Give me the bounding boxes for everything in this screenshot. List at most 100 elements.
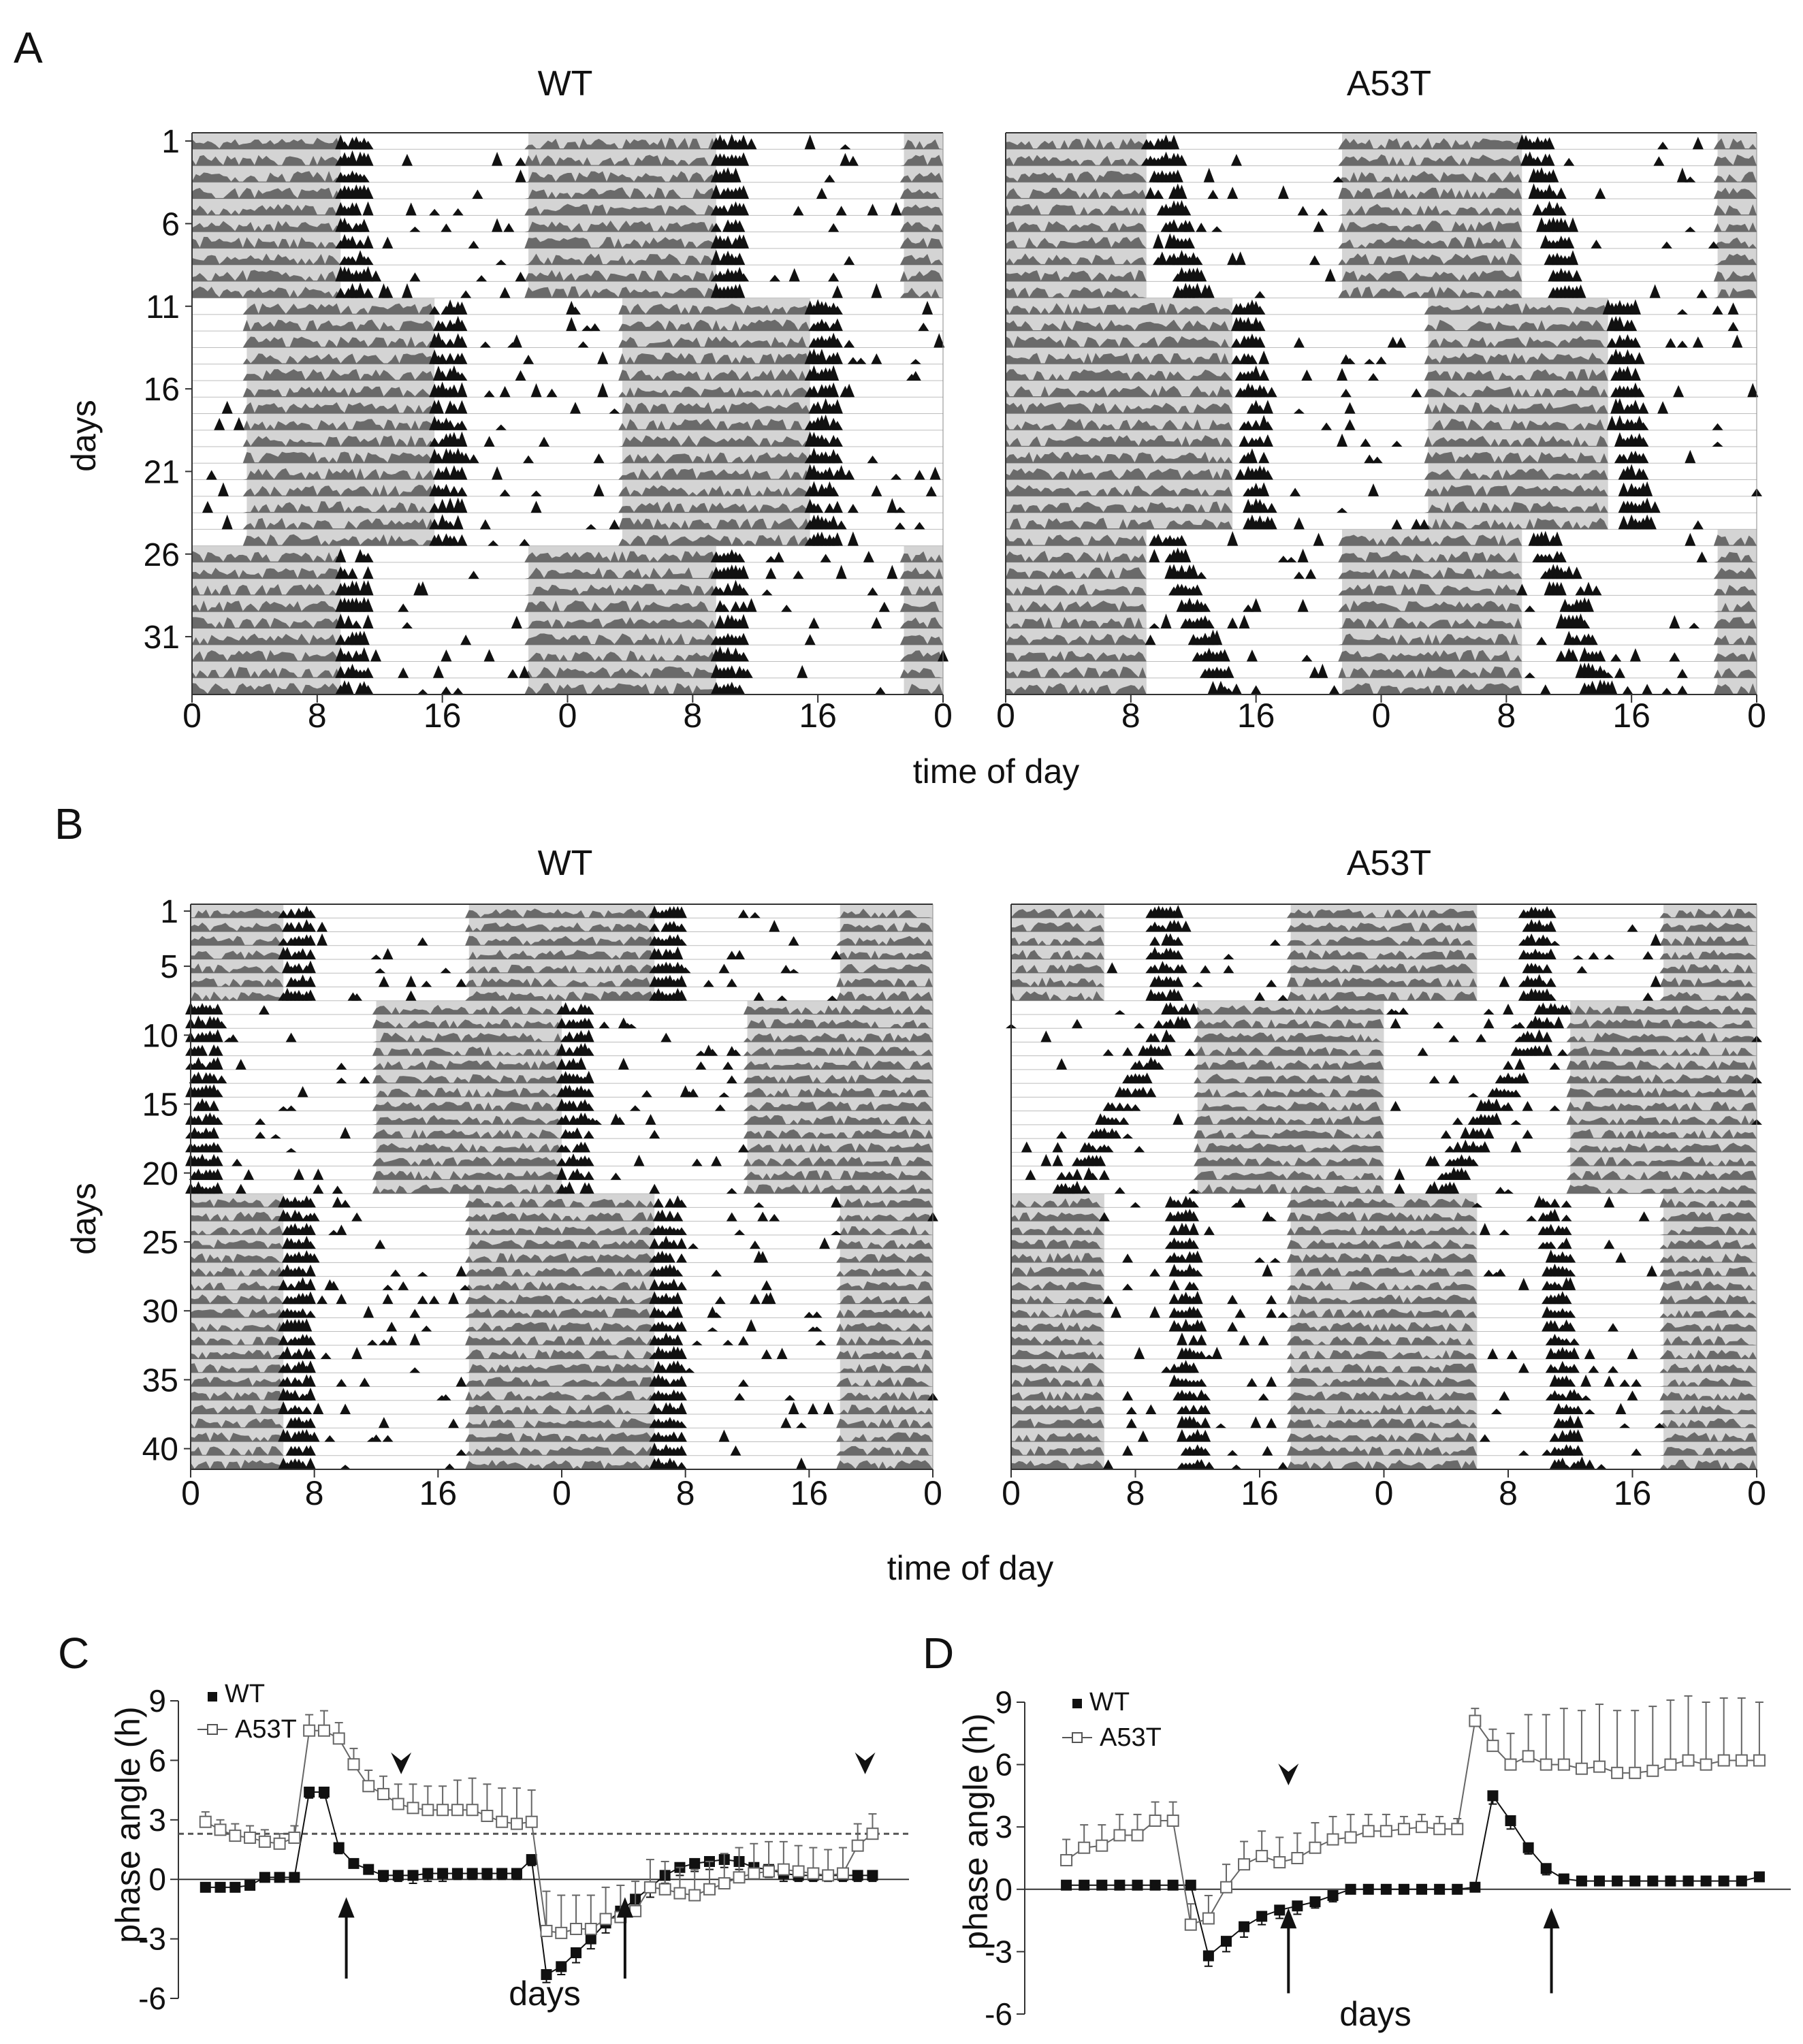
activity-trace (191, 1074, 933, 1084)
activity-burst (737, 633, 750, 645)
wt-point (422, 1868, 434, 1879)
wt-series-line (1066, 1793, 1760, 1958)
a53t-point (1362, 1825, 1375, 1838)
activity-burst (1196, 269, 1207, 282)
a53t-point (807, 1867, 820, 1880)
activity-burst (456, 431, 468, 447)
activity-burst (672, 1211, 684, 1221)
activity-burst (1510, 1089, 1522, 1098)
x-tick-label: 0 (552, 1474, 571, 1512)
activity-burst (819, 1237, 830, 1249)
activity-burst (335, 613, 347, 628)
activity-trace (1011, 1198, 1757, 1208)
activity-burst (776, 1347, 788, 1360)
activity-burst (308, 1253, 320, 1263)
activity-burst (1614, 316, 1625, 332)
activity-burst (1429, 1075, 1440, 1084)
activity-burst (1545, 993, 1557, 1001)
x-tick-label: 8 (1121, 697, 1140, 735)
activity-burst (429, 518, 441, 530)
x-tick-label: 0 (1002, 1474, 1021, 1512)
activity-trace (191, 1459, 933, 1469)
activity-burst (804, 634, 816, 645)
activity-burst (362, 667, 374, 678)
activity-burst (1542, 1044, 1553, 1056)
activity-burst (676, 923, 687, 932)
activity-burst (1542, 1200, 1553, 1208)
activity-burst (1141, 1072, 1153, 1084)
activity-burst (1196, 223, 1207, 232)
actogram-title-b-a53t: A53T (1347, 844, 1431, 883)
activity-trace (192, 220, 943, 232)
activity-burst (1712, 441, 1723, 447)
activity-burst (1262, 421, 1273, 430)
a53t-point (451, 1804, 464, 1817)
activity-trace (192, 236, 943, 249)
a53t-point (1060, 1854, 1073, 1867)
activity-burst (1549, 1209, 1561, 1221)
activity-burst (1584, 1459, 1595, 1469)
activity-burst (1188, 1392, 1200, 1401)
activity-burst (456, 487, 468, 496)
activity-burst (1145, 140, 1156, 150)
activity-burst (1629, 648, 1641, 662)
activity-burst (1544, 553, 1555, 562)
activity-burst (1475, 1128, 1487, 1139)
activity-burst (456, 382, 468, 398)
activity-burst (1542, 963, 1553, 974)
activity-trace (191, 1280, 933, 1290)
activity-burst (1071, 1181, 1083, 1194)
activity-burst (726, 1075, 737, 1084)
activity-burst (1234, 468, 1246, 480)
activity-burst (1153, 533, 1164, 546)
activity-burst (797, 665, 808, 678)
activity-burst (221, 400, 233, 414)
activity-burst (676, 938, 687, 946)
ylabel-a-days: days (65, 400, 103, 472)
activity-burst (436, 370, 448, 381)
wt-point (1540, 1863, 1552, 1874)
a53t-point (822, 1869, 835, 1882)
activity-burst (1638, 453, 1649, 464)
activity-burst (1106, 962, 1118, 974)
activity-burst (405, 975, 417, 987)
activity-burst (436, 339, 448, 348)
activity-burst (214, 417, 225, 430)
activity-burst (1277, 994, 1289, 1001)
activity-burst (676, 1281, 687, 1290)
activity-burst (313, 1168, 324, 1180)
activity-burst (1234, 251, 1246, 266)
activity-burst (1526, 1032, 1537, 1042)
activity-burst (824, 466, 835, 480)
activity-burst (1561, 1226, 1572, 1235)
activity-burst (456, 319, 468, 332)
activity-trace (192, 138, 943, 150)
activity-burst (336, 1379, 347, 1387)
activity-burst (1391, 441, 1403, 447)
panel-letter-b: B (54, 799, 84, 848)
activity-burst (1266, 1418, 1277, 1428)
activity-burst (749, 1294, 761, 1305)
activity-burst (1545, 921, 1557, 932)
activity-burst (844, 383, 855, 398)
y-tick-label: 9 (148, 1683, 166, 1719)
activity-trace (1011, 1308, 1757, 1318)
activity-burst (293, 1211, 304, 1221)
activity-burst (737, 601, 750, 612)
activity-burst (1661, 241, 1672, 249)
activity-burst (305, 1278, 316, 1290)
a53t-point (688, 1889, 701, 1902)
activity-burst (1390, 1100, 1401, 1111)
x-tick-label: 0 (181, 1474, 200, 1512)
activity-burst (560, 1145, 571, 1153)
activity-burst (599, 1021, 610, 1029)
activity-burst (1145, 1087, 1157, 1098)
activity-burst (305, 1224, 316, 1235)
activity-burst (382, 285, 394, 298)
a53t-point (362, 1780, 375, 1793)
legend-d-wt-label: WT (1089, 1688, 1130, 1716)
activity-burst (820, 321, 831, 332)
activity-burst (583, 1047, 594, 1056)
activity-burst (1172, 1199, 1184, 1208)
